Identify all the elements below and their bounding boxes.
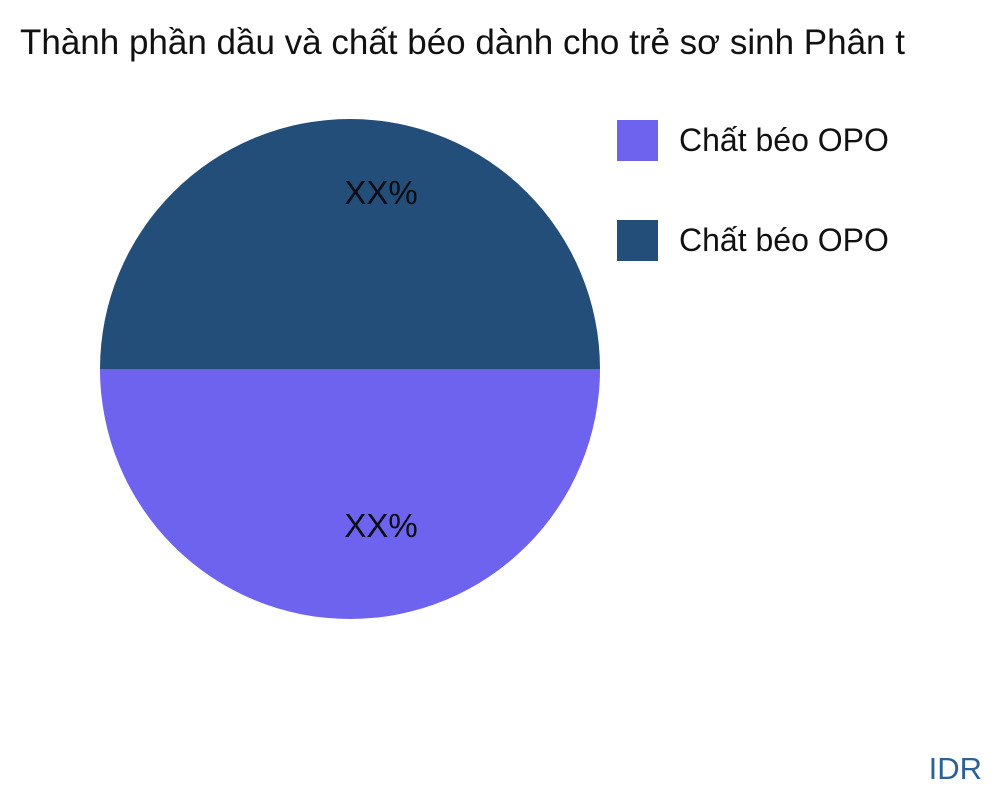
chart-title: Thành phần dầu và chất béo dành cho trẻ …: [20, 23, 905, 62]
pie-chart: [100, 119, 600, 619]
watermark-idr: IDR: [928, 751, 982, 786]
legend-label: Chất béo OPO: [679, 222, 889, 258]
pie-slice-label-bottom: XX%: [344, 507, 418, 544]
legend-swatch-purple: [617, 120, 658, 161]
legend: Chất béo OPO Chất béo OPO: [617, 120, 889, 261]
legend-label: Chất béo OPO: [679, 122, 889, 158]
legend-swatch-dark-blue: [617, 220, 658, 261]
pie-slice-label-top: XX%: [344, 174, 418, 211]
legend-item-opo-darkblue: Chất béo OPO: [617, 220, 889, 261]
legend-item-opo-purple: Chất béo OPO: [617, 120, 889, 161]
